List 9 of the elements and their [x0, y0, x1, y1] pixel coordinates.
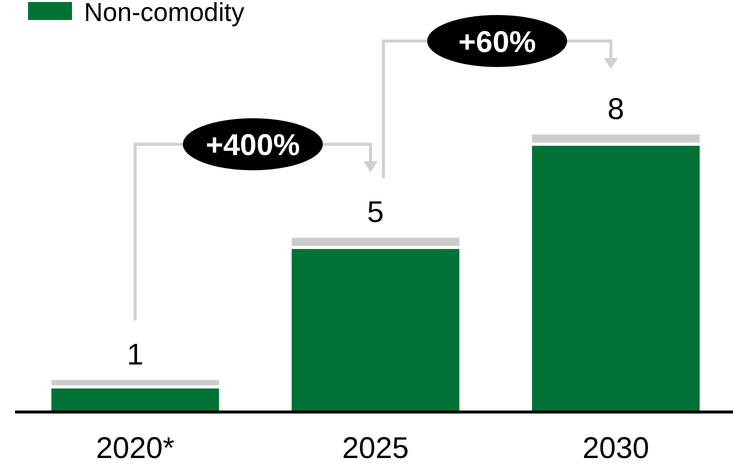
annotation: 8	[607, 93, 624, 126]
annotation: 1	[126, 338, 144, 372]
x-tick-label: 2030	[582, 432, 650, 464]
x-tick-label: 2020*	[96, 432, 175, 464]
annotation: 5	[367, 196, 384, 230]
text: +60%	[458, 26, 536, 59]
x-tick-label: 2025	[342, 432, 409, 464]
annotation: +400%	[206, 129, 300, 162]
legend-label: Non-comodity	[84, 0, 244, 27]
